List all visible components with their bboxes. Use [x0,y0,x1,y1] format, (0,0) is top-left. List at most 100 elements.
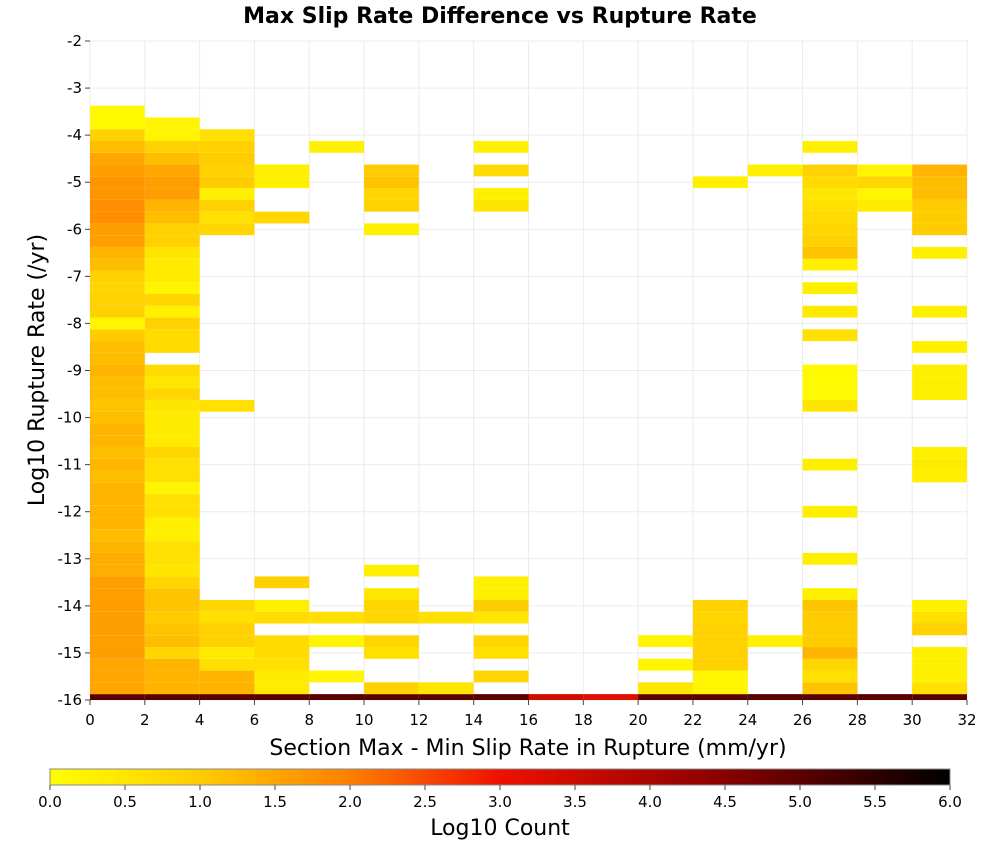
x-tick-label: 18 [574,711,593,729]
heatmap-cell [144,270,200,283]
heatmap-cell [199,223,255,236]
x-tick-label: 30 [903,711,922,729]
heatmap-cell [144,611,200,624]
colorbar-tick-label: 0.0 [38,793,62,811]
heatmap-cell [144,305,200,318]
heatmap-cell [802,647,858,659]
heatmap-cell [144,529,200,542]
heatmap-cell [254,176,310,189]
colorbar-tick-label: 2.0 [338,793,362,811]
heatmap-cell [144,152,200,165]
heatmap-cell [638,682,693,695]
heatmap-cell [473,647,529,659]
heatmap-cell [473,588,529,600]
heatmap-cell [90,505,145,518]
heatmap-cell [90,117,145,130]
heatmap-cell [418,682,474,695]
heatmap-cell [90,258,145,271]
heatmap-cell [254,611,310,624]
heatmap-cell [802,305,858,318]
heatmap-cell [90,682,145,695]
y-tick-label: -8 [67,314,82,332]
heatmap-cell [364,611,419,624]
heatmap-cell [364,564,419,577]
heatmap-cell [802,376,858,389]
heatmap-cell [144,341,200,353]
heatmap-cell [912,446,967,459]
heatmap-cell [692,599,748,612]
heatmap-cell [364,694,419,700]
heatmap-cell [857,176,913,189]
heatmap-cell [144,541,200,553]
heatmap-cell [90,599,145,612]
heatmap-cell [90,105,145,118]
heatmap-cell [802,623,858,636]
heatmap-cell [144,694,200,700]
heatmap-cell [473,188,529,200]
heatmap-cell [912,164,967,177]
heatmap-cell [199,188,255,200]
x-tick-label: 10 [355,711,374,729]
y-tick-label: -4 [67,126,82,144]
heatmap-cell [857,188,913,200]
heatmap-cell [144,329,200,342]
heatmap-cell [199,152,255,165]
x-tick-label: 28 [848,711,867,729]
colorbar-tick-label: 4.5 [713,793,737,811]
x-tick-label: 22 [683,711,702,729]
heatmap-cell [199,670,255,683]
x-tick-label: 32 [957,711,976,729]
x-tick-label: 6 [250,711,260,729]
y-tick-label: -10 [58,409,83,427]
heatmap-cell [90,446,145,459]
heatmap-cell [473,164,529,177]
heatmap-cell [144,458,200,471]
y-axis-label: Log10 Rupture Rate (/yr) [25,234,50,506]
heatmap-cell [144,164,200,177]
heatmap-cell [90,423,145,436]
heatmap-cell [90,552,145,565]
heatmap-cell [309,611,365,624]
heatmap-cell [144,258,200,271]
heatmap-cell [638,635,693,648]
heatmap-cell [254,635,310,648]
heatmap-cell [254,647,310,659]
heatmap-cell [254,658,310,671]
heatmap-cell [144,576,200,589]
heatmap-cell [90,164,145,177]
heatmap-cell [473,599,529,612]
colorbar-tick-label: 2.5 [413,793,437,811]
heatmap-cell [802,552,858,565]
heatmap-cell [638,658,693,671]
heatmap-cell [692,670,748,683]
heatmap-cell [90,282,145,295]
x-axis-label: Section Max - Min Slip Rate in Rupture (… [269,736,786,761]
heatmap-cell [90,635,145,648]
heatmap-cell [90,435,145,447]
y-tick-label: -2 [67,32,82,50]
heatmap-cell [692,658,748,671]
colorbar-label: Log10 Count [430,816,570,841]
heatmap-cell [90,694,145,700]
y-tick-label: -9 [67,362,82,380]
heatmap-cell [90,352,145,365]
heatmap-cell [309,141,365,153]
heatmap-cell [90,211,145,224]
x-tick-label: 20 [629,711,648,729]
heatmap-cell [90,199,145,212]
heatmap-cell [90,235,145,247]
x-tick-label: 4 [195,711,205,729]
heatmap-cell [90,482,145,495]
heatmap-cell [802,588,858,600]
colorbar-tick-label: 3.0 [488,793,512,811]
heatmap-cell [254,576,310,589]
y-tick-label: -11 [58,456,83,474]
heatmap-cell [144,470,200,483]
heatmap-cell [90,223,145,236]
heatmap-cell [912,623,967,636]
heatmap-cell [692,647,748,659]
heatmap-cell [90,494,145,506]
heatmap-cell [144,211,200,224]
heatmap-cell [90,611,145,624]
heatmap-cell [90,670,145,683]
